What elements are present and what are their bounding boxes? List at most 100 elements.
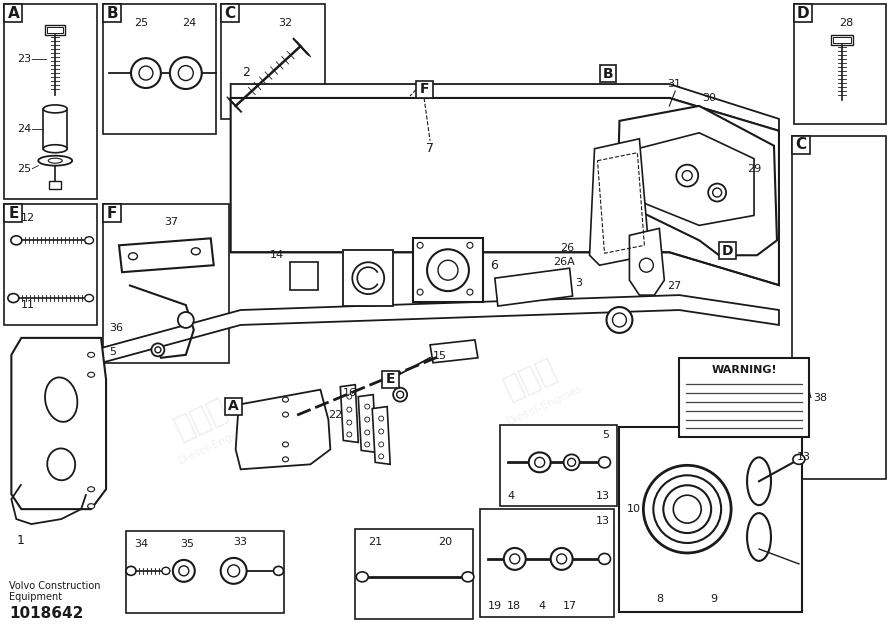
Text: 5: 5 bbox=[109, 347, 116, 357]
Text: E: E bbox=[386, 372, 395, 386]
Text: C: C bbox=[224, 6, 235, 21]
Ellipse shape bbox=[347, 420, 352, 425]
Text: 2: 2 bbox=[242, 66, 249, 79]
Text: 13: 13 bbox=[595, 516, 610, 526]
Ellipse shape bbox=[397, 391, 404, 398]
Ellipse shape bbox=[747, 513, 771, 561]
Ellipse shape bbox=[38, 156, 72, 165]
Bar bbox=[290, 262, 319, 290]
Polygon shape bbox=[589, 139, 650, 265]
Text: 15: 15 bbox=[433, 351, 447, 361]
Bar bbox=[794, 4, 812, 22]
Ellipse shape bbox=[535, 457, 545, 467]
Text: 24: 24 bbox=[182, 18, 196, 28]
Bar bbox=[4, 204, 22, 223]
Ellipse shape bbox=[379, 416, 384, 421]
Text: 33: 33 bbox=[234, 537, 247, 547]
Ellipse shape bbox=[556, 554, 567, 564]
Text: 23: 23 bbox=[17, 54, 31, 64]
Ellipse shape bbox=[462, 572, 473, 582]
Text: 30: 30 bbox=[702, 93, 716, 103]
Text: 37: 37 bbox=[164, 218, 178, 228]
Text: 24: 24 bbox=[17, 124, 31, 134]
Ellipse shape bbox=[612, 313, 627, 327]
Ellipse shape bbox=[47, 448, 75, 481]
Ellipse shape bbox=[365, 442, 369, 447]
Bar bbox=[833, 37, 851, 43]
Bar bbox=[719, 242, 736, 259]
Text: Volvo Construction: Volvo Construction bbox=[10, 581, 101, 591]
Ellipse shape bbox=[643, 465, 731, 553]
Ellipse shape bbox=[179, 566, 189, 576]
Ellipse shape bbox=[228, 565, 239, 577]
Text: E: E bbox=[8, 206, 19, 221]
Text: WARNING!: WARNING! bbox=[711, 365, 777, 375]
Text: C: C bbox=[796, 137, 806, 152]
Text: 柴动力: 柴动力 bbox=[449, 106, 511, 155]
Bar bbox=[792, 136, 810, 153]
Text: F: F bbox=[420, 82, 429, 96]
Bar bbox=[4, 204, 97, 325]
Ellipse shape bbox=[87, 372, 94, 377]
Ellipse shape bbox=[747, 457, 771, 505]
Polygon shape bbox=[637, 133, 754, 225]
Text: 28: 28 bbox=[839, 18, 854, 28]
Text: 26A: 26A bbox=[553, 257, 575, 267]
Ellipse shape bbox=[282, 412, 288, 417]
Text: 35: 35 bbox=[180, 539, 194, 549]
Text: 38: 38 bbox=[813, 392, 827, 403]
Text: 5: 5 bbox=[603, 430, 610, 440]
Bar bbox=[794, 4, 886, 124]
Ellipse shape bbox=[504, 548, 526, 570]
Ellipse shape bbox=[126, 566, 136, 576]
Ellipse shape bbox=[191, 248, 200, 255]
Polygon shape bbox=[495, 268, 572, 306]
Ellipse shape bbox=[170, 57, 202, 89]
Text: 14: 14 bbox=[270, 250, 284, 260]
Bar bbox=[830, 35, 853, 45]
Bar bbox=[49, 181, 61, 189]
Text: Diesel-Engines: Diesel-Engines bbox=[675, 433, 754, 476]
Text: 26: 26 bbox=[561, 243, 575, 253]
Polygon shape bbox=[231, 84, 779, 131]
Text: 柴动力: 柴动力 bbox=[249, 156, 312, 205]
Polygon shape bbox=[21, 295, 779, 385]
Bar bbox=[47, 27, 63, 33]
Text: 11: 11 bbox=[21, 300, 36, 310]
Polygon shape bbox=[119, 238, 214, 272]
Text: 柴动力: 柴动力 bbox=[668, 175, 730, 225]
Ellipse shape bbox=[347, 407, 352, 412]
Bar bbox=[103, 4, 121, 22]
Text: Diesel-Engines: Diesel-Engines bbox=[675, 203, 754, 247]
Ellipse shape bbox=[467, 289, 473, 295]
Text: 25: 25 bbox=[17, 164, 31, 174]
Ellipse shape bbox=[379, 429, 384, 434]
Ellipse shape bbox=[713, 188, 722, 197]
Text: 3: 3 bbox=[576, 278, 583, 288]
Ellipse shape bbox=[365, 417, 369, 422]
Ellipse shape bbox=[365, 430, 369, 435]
Text: Diesel-Engines: Diesel-Engines bbox=[456, 134, 534, 177]
Ellipse shape bbox=[379, 454, 384, 459]
Ellipse shape bbox=[598, 457, 611, 468]
Ellipse shape bbox=[8, 294, 19, 303]
Bar bbox=[44, 109, 67, 148]
Text: 16: 16 bbox=[344, 387, 357, 398]
Bar bbox=[221, 4, 326, 119]
Ellipse shape bbox=[11, 236, 22, 245]
Ellipse shape bbox=[676, 165, 699, 187]
Ellipse shape bbox=[45, 377, 77, 422]
Ellipse shape bbox=[151, 343, 165, 356]
Bar bbox=[792, 136, 886, 479]
Text: 36: 36 bbox=[109, 323, 123, 333]
Text: 9: 9 bbox=[710, 594, 717, 604]
Ellipse shape bbox=[282, 442, 288, 447]
Ellipse shape bbox=[155, 347, 161, 353]
Text: 21: 21 bbox=[368, 537, 383, 547]
Text: 19: 19 bbox=[488, 601, 502, 611]
Bar bbox=[221, 4, 239, 22]
Bar bbox=[224, 398, 242, 415]
Polygon shape bbox=[340, 385, 359, 442]
Text: 20: 20 bbox=[438, 537, 452, 547]
Polygon shape bbox=[236, 390, 330, 469]
